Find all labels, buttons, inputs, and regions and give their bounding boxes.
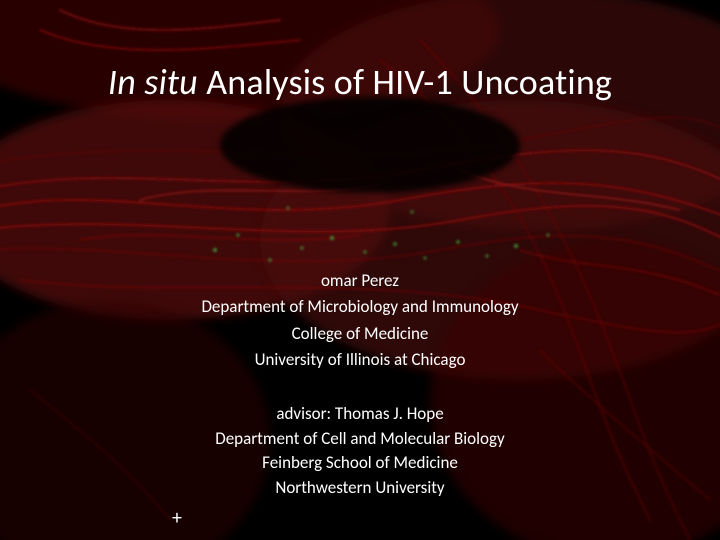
author-line: College of Medicine [0,321,720,347]
author-block: omar Perez Department of Microbiology an… [0,268,720,373]
author-line: University of Illinois at Chicago [0,347,720,373]
advisor-line: Department of Cell and Molecular Biology [0,427,720,452]
slide-content: In situ Analysis of HIV-1 Uncoating omar… [0,0,720,540]
advisor-line: Feinberg School of Medicine [0,451,720,476]
author-line: Department of Microbiology and Immunolog… [0,294,720,320]
cursor-marker: + [172,506,182,530]
advisor-line: advisor: Thomas J. Hope [0,402,720,427]
title-rest: Analysis of HIV-1 Uncoating [198,60,612,104]
advisor-block: advisor: Thomas J. Hope Department of Ce… [0,402,720,501]
title-italic: In situ [108,60,198,104]
advisor-line: Northwestern University [0,476,720,501]
slide-title: In situ Analysis of HIV-1 Uncoating [0,60,720,104]
author-line: omar Perez [0,268,720,294]
